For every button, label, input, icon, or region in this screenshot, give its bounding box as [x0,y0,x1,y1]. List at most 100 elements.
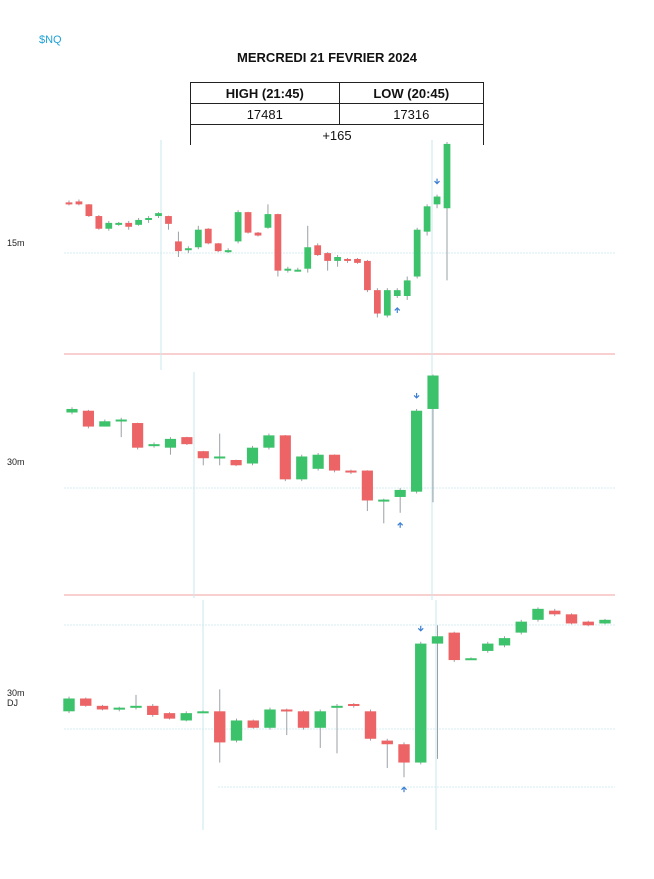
candle-body [234,212,242,242]
candle-body [125,222,133,227]
candle-body [264,709,276,728]
candle-body [197,451,209,459]
candle-body [354,258,361,263]
candle-body [296,456,308,480]
candle-body [80,698,92,706]
candle-body [378,499,390,502]
candle-body [230,460,242,466]
candle-body [145,218,152,220]
candle-body [180,713,192,721]
low-label: LOW (20:45) [338,82,485,104]
candle-body [284,268,292,271]
candle-body [364,260,371,291]
down-arrow-icon [413,395,420,399]
candle-body [465,658,477,661]
candle-body [381,740,393,745]
candle-body [599,619,611,624]
candle-body [482,643,494,651]
candle-body [181,437,193,445]
stats-value-row: 17481 17316 [190,103,485,125]
candle-body [105,222,113,229]
down-arrow-icon [434,180,440,185]
candle-body [498,638,511,646]
up-arrow-icon [397,521,404,526]
candle-body [415,643,427,763]
candle-body [348,703,360,706]
chart-title: MERCREDI 21 FEVRIER 2024 [237,50,417,65]
candle-body [75,201,83,205]
up-arrow-icon [394,307,401,311]
candle-body [214,711,226,743]
candle-body [115,419,127,422]
candle-body [113,707,125,710]
candle-body [393,290,401,296]
candle-body [63,698,75,712]
candle-body [582,621,594,626]
candle-body [361,470,373,501]
candle-body [130,705,142,708]
candle-body [281,709,293,712]
candle-body [565,614,578,624]
candle-body [148,444,160,447]
candle-body [431,636,444,644]
candle-body [197,711,209,714]
candle-body [175,241,182,252]
candle-body [345,470,357,473]
candle-body [184,248,192,251]
candle-body [155,213,162,217]
candle-body [99,421,111,427]
candle-body [334,257,341,261]
up-arrow-icon [401,786,407,791]
candle-body [65,202,73,205]
candle-body [214,243,222,252]
candle-body [314,711,326,728]
candle-body [433,196,441,205]
candle-body [135,219,143,225]
candle-body [96,705,109,710]
panel-label-30m: 30m [7,457,25,467]
candle-body [163,713,176,719]
candle-body [373,290,381,314]
candle-body [403,280,411,296]
candle-body [398,744,410,763]
candle-body [204,228,212,244]
candle-body [294,269,302,272]
candle-body [246,447,259,464]
candle-body [147,705,159,715]
candle-body [297,711,310,728]
candle-body [515,621,527,633]
candle-body [247,720,259,728]
candle-body [194,229,202,248]
candle-body [264,214,272,228]
candle-body [549,610,561,615]
candle-body [314,245,322,256]
candle-body [164,438,177,448]
candle-body [394,489,406,497]
candle-body [413,229,421,277]
candle-body [364,711,377,739]
candle-body [214,456,226,459]
candle-body [344,258,351,261]
candle-body [95,216,103,229]
candle-body [304,247,312,269]
candle-body [279,435,291,480]
candle-body [82,410,94,427]
low-value: 17316 [338,103,485,125]
candle-body [66,408,78,413]
candle-body [383,290,391,316]
down-arrow-icon [417,627,424,632]
candle-body [312,454,324,469]
panel-label-15m: 15m [7,238,25,248]
candle-body [443,143,451,209]
panel-label-30m-dj: 30m DJ [7,688,25,708]
candle-body [230,720,243,741]
candle-body [244,212,252,233]
stats-header-row: HIGH (21:45) LOW (20:45) [190,82,485,104]
candle-body [423,206,431,232]
candle-body [263,435,275,448]
stats-table: HIGH (21:45) LOW (20:45) 17481 17316 +16… [190,82,485,145]
candle-body [532,608,544,620]
candle-body [448,632,460,661]
candle-body [324,253,332,261]
